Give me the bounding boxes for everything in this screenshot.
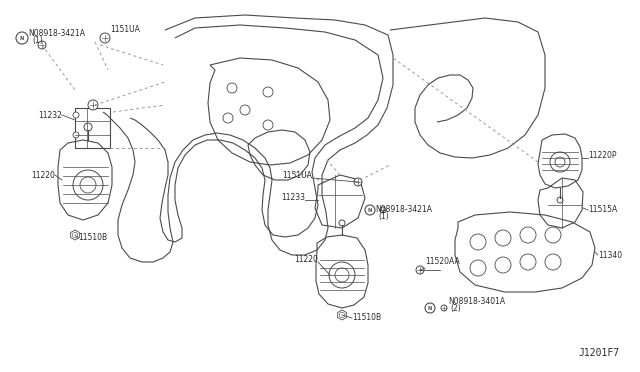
Polygon shape — [70, 230, 79, 240]
Text: 11233: 11233 — [281, 193, 305, 202]
Circle shape — [73, 132, 79, 138]
Circle shape — [441, 305, 447, 311]
Circle shape — [425, 303, 435, 313]
Text: J1201F7: J1201F7 — [579, 348, 620, 358]
Circle shape — [38, 41, 46, 49]
Circle shape — [88, 100, 98, 110]
Circle shape — [339, 312, 345, 318]
Circle shape — [16, 32, 28, 44]
Text: N: N — [368, 208, 372, 212]
Text: (1): (1) — [32, 35, 43, 45]
Text: (2): (2) — [450, 305, 461, 314]
Polygon shape — [338, 310, 346, 320]
Circle shape — [380, 207, 386, 213]
Text: N08918-3421A: N08918-3421A — [28, 29, 85, 38]
Circle shape — [73, 112, 79, 118]
Circle shape — [416, 266, 424, 274]
Text: N08918-3421A: N08918-3421A — [375, 205, 432, 215]
Circle shape — [354, 178, 362, 186]
Text: 11340: 11340 — [598, 250, 622, 260]
Text: N: N — [20, 35, 24, 41]
Circle shape — [365, 205, 375, 215]
Text: 1151UA: 1151UA — [110, 26, 140, 35]
Text: 11220: 11220 — [31, 170, 55, 180]
Text: 11220P: 11220P — [588, 151, 616, 160]
Text: 11232: 11232 — [38, 110, 62, 119]
Text: N: N — [428, 305, 432, 311]
Text: 11515A: 11515A — [588, 205, 617, 215]
Text: 11510B: 11510B — [352, 314, 381, 323]
Text: 1151UA: 1151UA — [282, 170, 312, 180]
Circle shape — [72, 232, 77, 238]
Circle shape — [100, 33, 110, 43]
Text: (1): (1) — [378, 212, 388, 221]
Text: 11520AA: 11520AA — [425, 257, 460, 266]
Text: 11220: 11220 — [294, 256, 318, 264]
Text: 11510B: 11510B — [78, 234, 107, 243]
Text: N08918-3401A: N08918-3401A — [448, 298, 505, 307]
